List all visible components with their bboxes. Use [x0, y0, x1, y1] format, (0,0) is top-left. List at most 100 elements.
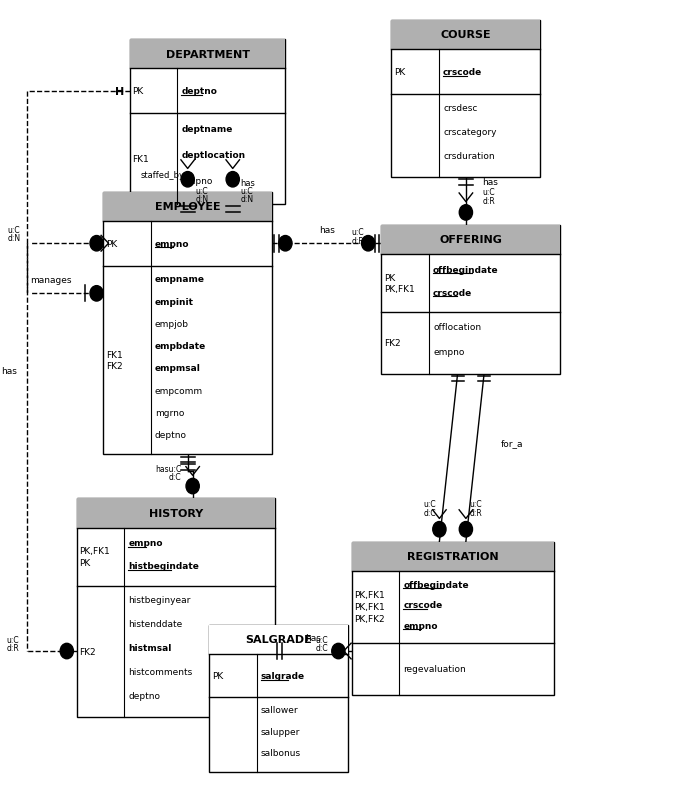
Text: crscode: crscode — [443, 67, 482, 77]
Text: d:R: d:R — [6, 644, 19, 653]
Circle shape — [279, 237, 292, 252]
Text: u:C: u:C — [424, 499, 436, 508]
Text: has: has — [482, 178, 498, 187]
Text: deptno: deptno — [128, 691, 160, 699]
Text: d:N: d:N — [8, 234, 21, 243]
Text: u:C: u:C — [315, 635, 328, 644]
Text: FK1: FK1 — [132, 155, 149, 164]
Text: PK,FK1
PK,FK1
PK,FK2: PK,FK1 PK,FK1 PK,FK2 — [354, 591, 385, 623]
Text: histbeginyear: histbeginyear — [128, 596, 190, 605]
Bar — [209, 625, 348, 654]
Circle shape — [460, 205, 473, 221]
Text: empno: empno — [181, 176, 213, 186]
Circle shape — [332, 643, 345, 659]
Text: histbegindate: histbegindate — [128, 561, 199, 571]
Text: deptname: deptname — [181, 125, 233, 134]
Text: u:C: u:C — [196, 186, 208, 196]
Text: empcomm: empcomm — [155, 386, 203, 395]
Bar — [382, 225, 560, 374]
Text: u:C: u:C — [8, 225, 21, 234]
Text: PK: PK — [106, 240, 117, 249]
Text: PK,FK1
PK: PK,FK1 PK — [79, 546, 110, 567]
Text: d:C: d:C — [168, 472, 181, 481]
Text: PK: PK — [132, 87, 144, 96]
Text: offbegindate: offbegindate — [403, 580, 469, 589]
Text: manages: manages — [30, 276, 72, 285]
Text: u:C: u:C — [6, 635, 19, 644]
Text: empname: empname — [155, 275, 205, 284]
Text: PK: PK — [212, 671, 223, 680]
Text: salgrade: salgrade — [261, 671, 305, 680]
Bar — [104, 192, 272, 221]
Text: d:N: d:N — [196, 195, 209, 204]
Circle shape — [60, 643, 73, 659]
Text: OFFERING: OFFERING — [440, 235, 502, 245]
Text: d:R: d:R — [469, 508, 482, 517]
Text: empmsal: empmsal — [155, 364, 201, 373]
Bar — [352, 542, 553, 695]
Text: crsdesc: crsdesc — [443, 104, 477, 113]
Circle shape — [433, 522, 446, 537]
Text: empinit: empinit — [155, 298, 194, 306]
Text: d:R: d:R — [352, 237, 364, 245]
Text: SALGRADE: SALGRADE — [246, 634, 312, 645]
Text: deptno: deptno — [155, 431, 187, 439]
Bar — [130, 40, 286, 69]
Text: for_a: for_a — [501, 438, 523, 447]
Text: hasu:C: hasu:C — [155, 464, 181, 473]
Circle shape — [186, 479, 199, 494]
Text: mgrno: mgrno — [155, 408, 184, 417]
Circle shape — [362, 237, 375, 252]
Text: staffed_by: staffed_by — [140, 171, 184, 180]
Text: empno: empno — [155, 240, 189, 249]
Text: empbdate: empbdate — [155, 342, 206, 350]
Bar — [77, 499, 275, 528]
Text: offbegindate: offbegindate — [433, 265, 499, 274]
Text: d:C: d:C — [424, 508, 436, 517]
Text: offlocation: offlocation — [433, 322, 481, 332]
Text: regevaluation: regevaluation — [403, 664, 466, 674]
Text: histenddate: histenddate — [128, 619, 183, 628]
Text: COURSE: COURSE — [441, 30, 491, 40]
Text: empjob: empjob — [155, 319, 189, 329]
Text: empno: empno — [128, 539, 163, 548]
Text: salupper: salupper — [261, 727, 300, 735]
Text: u:C: u:C — [482, 188, 495, 196]
Circle shape — [226, 172, 239, 188]
Text: has: has — [1, 367, 17, 376]
Text: has: has — [241, 179, 255, 188]
Circle shape — [90, 286, 104, 302]
Text: FK2: FK2 — [79, 646, 96, 656]
Text: crsduration: crsduration — [443, 152, 495, 161]
Text: REGISTRATION: REGISTRATION — [407, 552, 498, 561]
Circle shape — [181, 172, 195, 188]
Text: HISTORY: HISTORY — [149, 508, 204, 518]
Text: histmsal: histmsal — [128, 643, 172, 652]
Bar — [209, 625, 348, 772]
Bar — [352, 542, 553, 571]
Bar — [104, 192, 272, 455]
Text: sallower: sallower — [261, 705, 299, 714]
Text: d:R: d:R — [482, 196, 495, 205]
Text: empno: empno — [403, 621, 437, 630]
Text: crscode: crscode — [433, 289, 473, 298]
Text: PK: PK — [394, 67, 405, 77]
Text: deptlocation: deptlocation — [181, 151, 246, 160]
Text: H: H — [115, 87, 124, 96]
Text: has: has — [306, 633, 322, 642]
Text: d:C: d:C — [315, 644, 328, 653]
Text: PK
PK,FK1: PK PK,FK1 — [384, 273, 415, 294]
Text: crscategory: crscategory — [443, 128, 497, 137]
Text: deptno: deptno — [181, 87, 217, 96]
Text: histcomments: histcomments — [128, 667, 193, 676]
Text: has: has — [319, 225, 335, 234]
Text: crscode: crscode — [403, 601, 442, 610]
Text: empno: empno — [433, 347, 464, 356]
Text: DEPARTMENT: DEPARTMENT — [166, 50, 250, 59]
Bar — [382, 225, 560, 255]
Bar — [130, 40, 286, 205]
Text: salbonus: salbonus — [261, 748, 301, 757]
Text: u:C: u:C — [469, 499, 482, 508]
Text: d:N: d:N — [241, 195, 254, 204]
Bar — [391, 21, 540, 178]
